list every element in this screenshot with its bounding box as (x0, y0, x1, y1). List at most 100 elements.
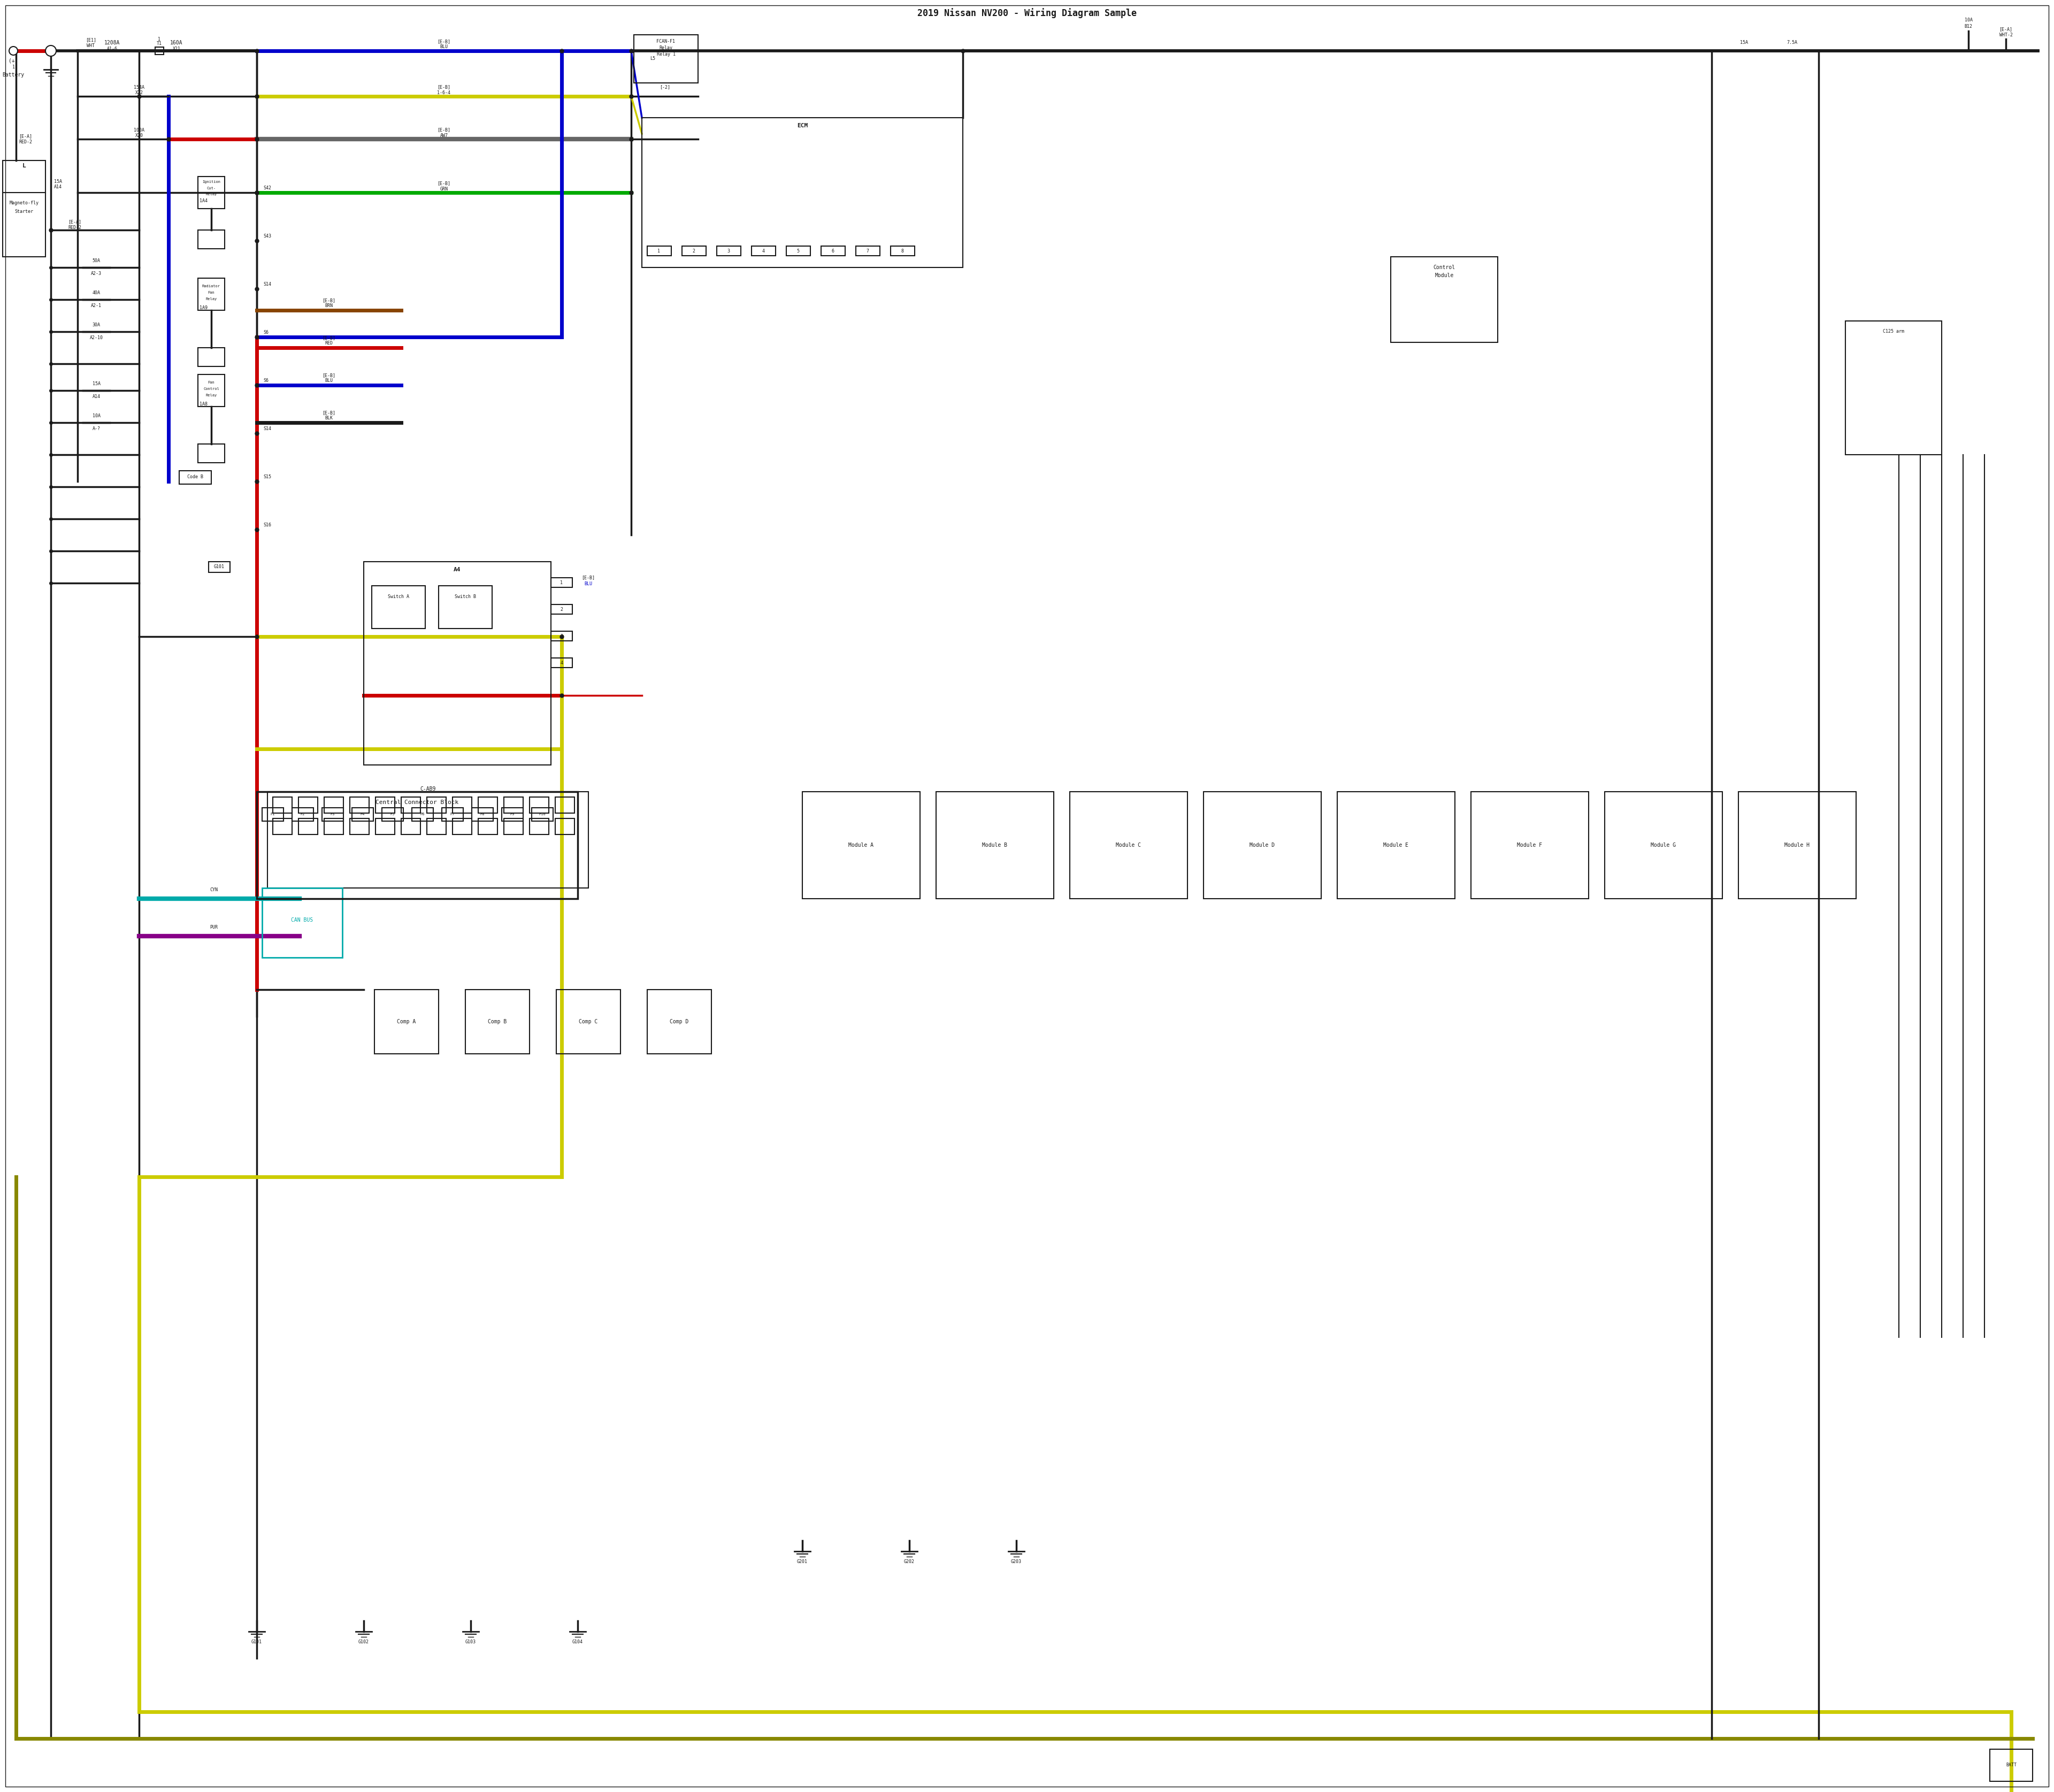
Text: S15: S15 (263, 475, 271, 480)
Bar (197, 229, 224, 249)
Bar (325, 819, 343, 835)
Bar (555, 819, 575, 835)
Bar (717, 246, 741, 256)
Text: RED: RED (325, 340, 333, 346)
Text: L: L (23, 163, 27, 168)
Text: X20: X20 (136, 133, 144, 138)
Text: 100A: 100A (134, 127, 144, 133)
Text: 154A: 154A (134, 84, 144, 90)
Text: Relay: Relay (205, 192, 218, 195)
Text: AW7: AW7 (440, 133, 448, 138)
Bar (466, 989, 530, 1054)
Text: Fan: Fan (207, 290, 216, 294)
Bar (1738, 792, 1857, 898)
Bar (557, 989, 620, 1054)
Text: [E1]: [E1] (86, 38, 97, 43)
Text: G201: G201 (797, 1559, 807, 1564)
Bar (298, 819, 318, 835)
Text: G202: G202 (904, 1559, 914, 1564)
Text: 1-6-4: 1-6-4 (438, 90, 450, 95)
Text: 15A: 15A (1740, 41, 1748, 45)
Text: Magneto-fly: Magneto-fly (10, 201, 39, 206)
Bar (156, 47, 164, 54)
Bar (550, 604, 573, 615)
Text: Module B: Module B (982, 842, 1006, 848)
Text: FCAN-F1: FCAN-F1 (657, 39, 676, 45)
Text: BATT: BATT (2007, 1763, 2017, 1767)
Text: 160A: 160A (170, 39, 183, 45)
Text: Comp C: Comp C (579, 1020, 598, 1025)
Text: C125 arm: C125 arm (1884, 330, 1904, 333)
Text: Switch A: Switch A (388, 593, 409, 599)
Bar (635, 34, 698, 82)
Text: Starter: Starter (14, 210, 33, 213)
Text: [-2]: [-2] (659, 84, 670, 90)
Bar (298, 797, 318, 814)
Text: RED-2: RED-2 (18, 140, 33, 143)
Text: [E-B]: [E-B] (322, 297, 335, 303)
Bar (803, 792, 920, 898)
Bar (641, 118, 963, 267)
Text: 4: 4 (762, 249, 764, 253)
Text: ECM: ECM (797, 124, 807, 129)
Text: G102: G102 (357, 1640, 370, 1645)
Bar (263, 808, 283, 821)
Bar (1391, 256, 1497, 342)
Text: Radiator: Radiator (201, 285, 220, 289)
Text: G103: G103 (466, 1640, 477, 1645)
Text: 2: 2 (561, 607, 563, 611)
Text: P3: P3 (331, 812, 335, 815)
Text: X21: X21 (173, 47, 181, 52)
Text: Control: Control (203, 387, 220, 391)
Text: G104: G104 (573, 1640, 583, 1645)
Bar (1604, 792, 1723, 898)
Text: 10A: 10A (1964, 18, 1972, 23)
Bar (682, 246, 707, 256)
Text: 1: 1 (12, 65, 14, 70)
Text: 1: 1 (561, 581, 563, 584)
Text: Module D: Module D (1249, 842, 1276, 848)
Text: 40A: 40A (92, 290, 101, 296)
Bar (401, 797, 421, 814)
Circle shape (45, 45, 55, 56)
Text: [E-B]: [E-B] (322, 410, 335, 416)
Bar (2, 161, 45, 256)
Text: BRN: BRN (325, 303, 333, 308)
Bar (555, 797, 575, 814)
Text: BLK: BLK (325, 416, 333, 421)
Text: 7: 7 (867, 249, 869, 253)
Text: 1: 1 (158, 36, 160, 41)
Bar (479, 819, 497, 835)
Bar (179, 471, 212, 484)
Text: 2019 Nissan NV200 - Wiring Diagram Sample: 2019 Nissan NV200 - Wiring Diagram Sampl… (918, 9, 1136, 18)
Text: G101: G101 (251, 1640, 263, 1645)
Bar (1204, 792, 1321, 898)
Bar (197, 278, 224, 310)
Bar (647, 989, 711, 1054)
Text: 10A: 10A (92, 414, 101, 419)
Text: Comp D: Comp D (670, 1020, 688, 1025)
Bar (374, 989, 440, 1054)
Bar (647, 246, 672, 256)
Bar (401, 819, 421, 835)
Bar (427, 819, 446, 835)
Text: [E-B]: [E-B] (581, 575, 596, 581)
Text: A2-10: A2-10 (90, 335, 103, 340)
Text: P5: P5 (390, 812, 394, 815)
Text: 30A: 30A (92, 323, 101, 328)
Bar (1844, 321, 1941, 455)
Text: 5: 5 (797, 249, 799, 253)
Bar (532, 808, 553, 821)
Bar (364, 561, 550, 765)
Text: 15A: 15A (92, 382, 101, 387)
Text: 1A4: 1A4 (199, 199, 207, 202)
Bar (413, 808, 433, 821)
Text: 8: 8 (902, 249, 904, 253)
Text: 1208A: 1208A (105, 39, 121, 45)
Text: Fan: Fan (207, 382, 216, 383)
Text: C-AB9: C-AB9 (421, 787, 435, 792)
Bar (501, 808, 524, 821)
Bar (376, 797, 394, 814)
Text: S6: S6 (263, 378, 269, 383)
Text: 3: 3 (561, 634, 563, 638)
